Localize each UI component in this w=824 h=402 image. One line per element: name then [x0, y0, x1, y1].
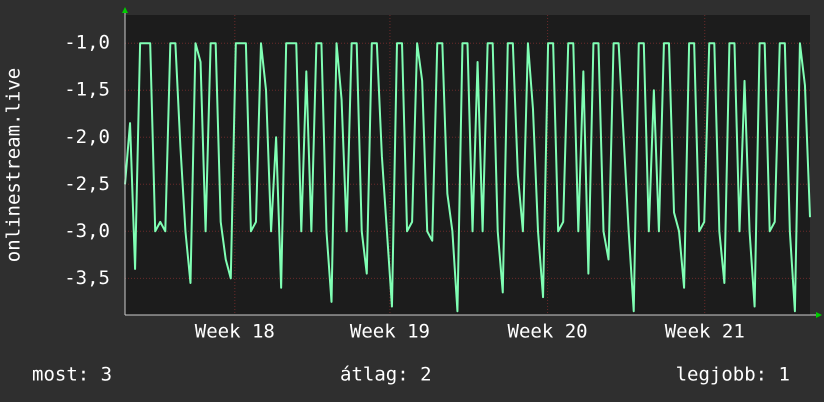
- series-line: [124, 42, 811, 313]
- stat-current: most: 3: [32, 364, 112, 386]
- y-axis-label: onlinestream.live: [3, 68, 25, 262]
- stat-average: átlag: 2: [340, 364, 432, 386]
- y-arrow: [122, 7, 128, 13]
- x-tick-label: Week 18: [195, 321, 275, 343]
- x-tick-label: Week 21: [665, 321, 745, 343]
- x-tick-label: Week 20: [508, 321, 588, 343]
- x-tick-label: Week 19: [350, 321, 430, 343]
- y-tick-label: -3,5: [64, 267, 110, 289]
- y-tick-label: -3,0: [64, 220, 110, 242]
- y-tick-label: -2,0: [64, 126, 110, 148]
- y-tick-label: -1,0: [64, 32, 110, 54]
- y-tick-label: -2,5: [64, 173, 110, 195]
- x-arrow: [816, 312, 822, 318]
- y-tick-label: -1,5: [64, 79, 110, 101]
- stat-best: legjobb: 1: [676, 364, 790, 386]
